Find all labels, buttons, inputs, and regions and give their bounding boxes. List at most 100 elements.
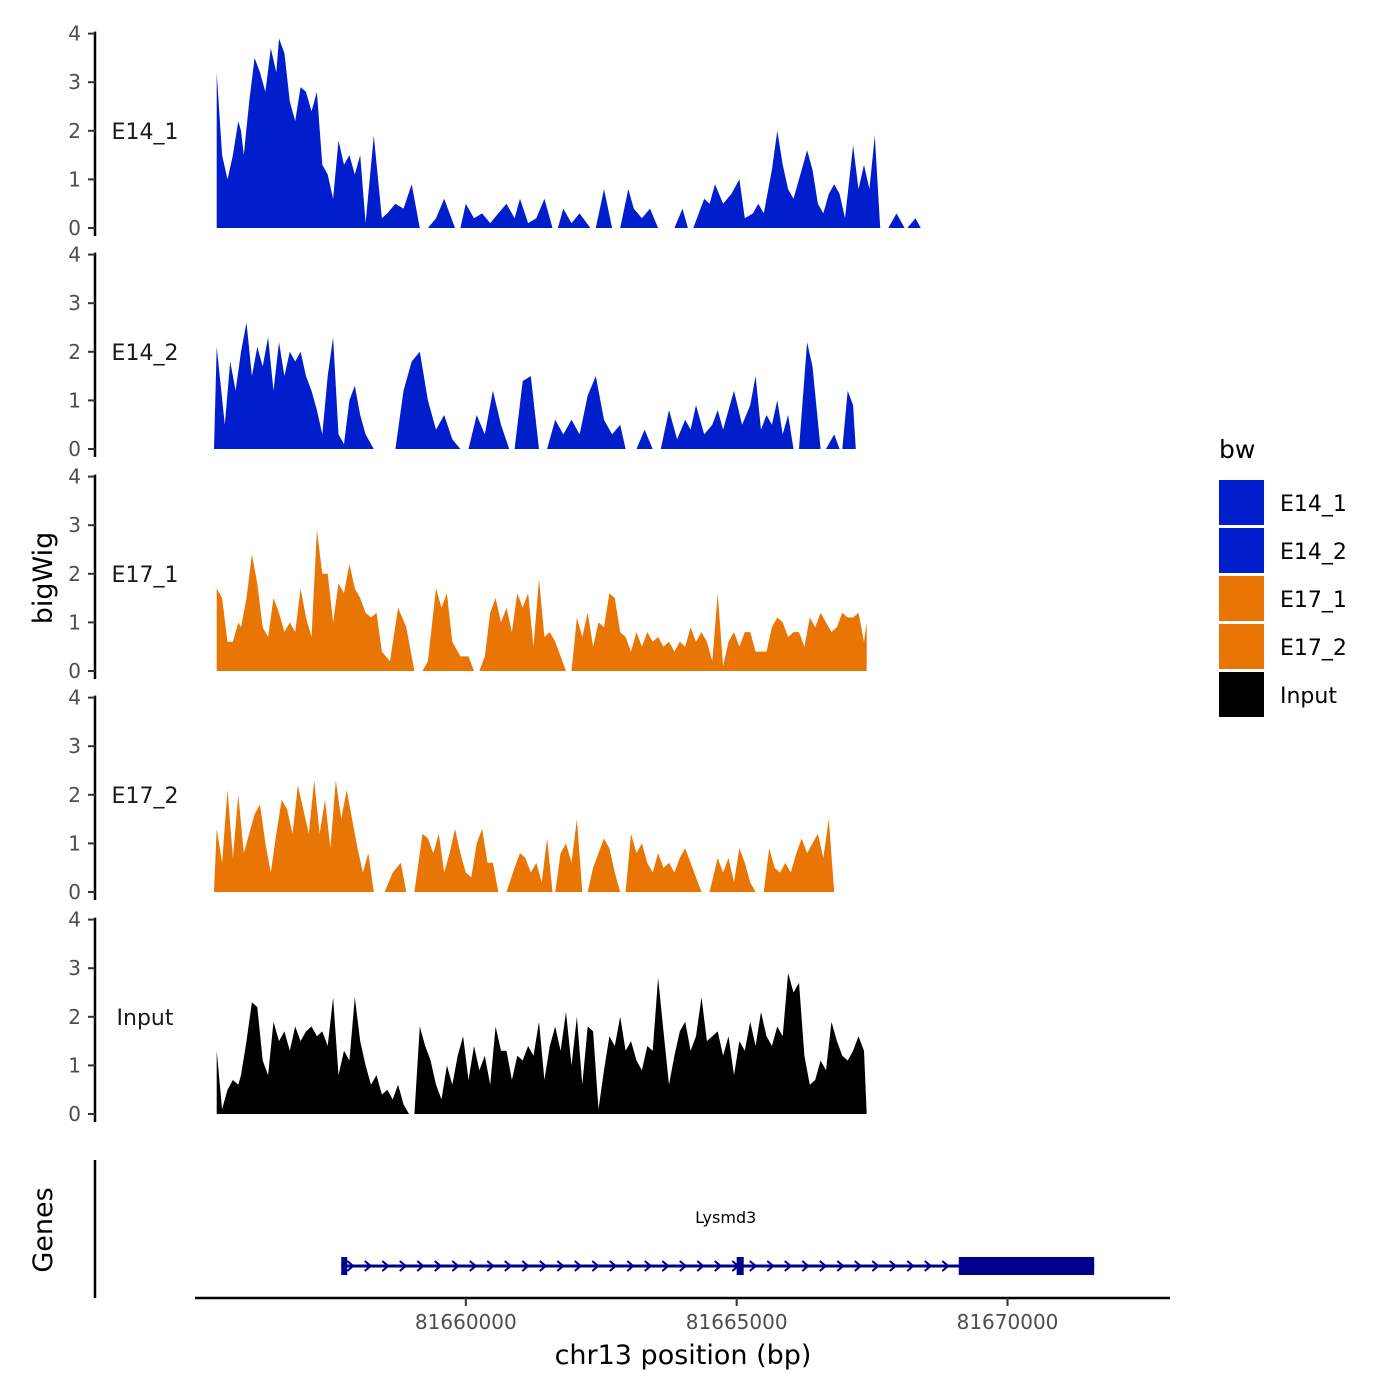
strand-arrow-icon bbox=[504, 1260, 513, 1272]
strand-arrow-icon bbox=[714, 1260, 723, 1272]
strand-arrow-icon bbox=[609, 1260, 618, 1272]
strand-arrow-icon bbox=[521, 1260, 530, 1272]
legend-label-E14_1: E14_1 bbox=[1280, 492, 1347, 517]
y-tick-label-E14_2-4: 4 bbox=[68, 243, 81, 267]
area-E14_2 bbox=[214, 322, 856, 449]
y-tick-label-Input-2: 2 bbox=[68, 1005, 81, 1029]
strand-arrow-icon bbox=[539, 1260, 548, 1272]
exon-1 bbox=[341, 1257, 348, 1275]
y-tick-label-E14_1-0: 0 bbox=[68, 216, 81, 240]
y-tick-label-E14_1-2: 2 bbox=[68, 119, 81, 143]
y-tick-label-Input-1: 1 bbox=[68, 1053, 81, 1077]
y-tick-label-Input-3: 3 bbox=[68, 956, 81, 980]
strand-arrow-icon bbox=[469, 1260, 478, 1272]
strand-arrow-icon bbox=[889, 1260, 898, 1272]
strand-arrow-icon bbox=[819, 1260, 828, 1272]
strand-arrow-icon bbox=[381, 1260, 390, 1272]
x-axis: 81660000 81665000 81670000 bbox=[195, 1296, 1170, 1334]
y-tick-label-E17_1-0: 0 bbox=[68, 659, 81, 683]
strand-arrow-icon bbox=[364, 1260, 373, 1272]
legend: bw E14_1 E14_2 E17_1 E17_2 Input bbox=[1219, 435, 1347, 717]
track-E17_1: 0 1 2 3 4 E17_1 bbox=[68, 465, 867, 683]
strand-arrow-icon bbox=[416, 1260, 425, 1272]
gene-Lysmd3: Lysmd3 bbox=[341, 1208, 1095, 1275]
x-tick-label-81665000: 81665000 bbox=[686, 1310, 788, 1334]
strand-arrow-icon bbox=[906, 1260, 915, 1272]
strand-arrow-icon bbox=[924, 1260, 933, 1272]
track-label-E14_2: E14_2 bbox=[112, 341, 179, 366]
legend-label-E17_2: E17_2 bbox=[1280, 636, 1347, 661]
y-tick-label-Input-4: 4 bbox=[68, 908, 81, 932]
y-tick-label-E14_2-2: 2 bbox=[68, 340, 81, 364]
y-tick-label-E17_1-4: 4 bbox=[68, 465, 81, 489]
y-tick-label-E14_2-3: 3 bbox=[68, 291, 81, 315]
y-axis-title: bigWig bbox=[28, 532, 59, 625]
area-E14_1 bbox=[216, 38, 921, 228]
strand-arrow-icon bbox=[626, 1260, 635, 1272]
track-E14_1: 0 1 2 3 4 E14_1 bbox=[68, 22, 921, 240]
y-tick-label-E14_1-1: 1 bbox=[68, 167, 81, 191]
y-tick-label-E14_2-1: 1 bbox=[68, 388, 81, 412]
track-label-E14_1: E14_1 bbox=[112, 120, 179, 145]
y-tick-label-E17_1-3: 3 bbox=[68, 513, 81, 537]
y-tick-label-E14_1-4: 4 bbox=[68, 22, 81, 46]
x-axis-title: chr13 position (bp) bbox=[555, 1340, 812, 1371]
genes-axis-title: Genes bbox=[28, 1187, 59, 1272]
legend-label-E17_1: E17_1 bbox=[1280, 588, 1347, 613]
legend-swatch-E17_1 bbox=[1219, 576, 1264, 621]
y-tick-label-E17_1-2: 2 bbox=[68, 562, 81, 586]
y-tick-label-E17_2-1: 1 bbox=[68, 831, 81, 855]
y-tick-label-E14_1-3: 3 bbox=[68, 70, 81, 94]
exon-3 bbox=[958, 1257, 1095, 1275]
strand-arrow-icon bbox=[696, 1260, 705, 1272]
strand-arrow-icon bbox=[644, 1260, 653, 1272]
legend-swatch-E17_2 bbox=[1219, 624, 1264, 669]
track-E17_2: 0 1 2 3 4 E17_2 bbox=[68, 686, 835, 904]
strand-arrow-icon bbox=[434, 1260, 443, 1272]
strand-arrow-icon bbox=[399, 1260, 408, 1272]
strand-arrow-icon bbox=[556, 1260, 565, 1272]
legend-label-E14_2: E14_2 bbox=[1280, 540, 1347, 565]
legend-swatch-E14_1 bbox=[1219, 480, 1264, 525]
gene-panel: Lysmd3 bbox=[93, 1160, 1095, 1298]
strand-arrow-icon bbox=[784, 1260, 793, 1272]
legend-title: bw bbox=[1219, 435, 1255, 464]
legend-swatch-E14_2 bbox=[1219, 528, 1264, 573]
track-label-E17_2: E17_2 bbox=[112, 784, 179, 809]
y-tick-label-E17_2-0: 0 bbox=[68, 880, 81, 904]
legend-swatch-Input bbox=[1219, 672, 1264, 717]
area-E17_1 bbox=[216, 530, 867, 671]
strand-arrow-icon bbox=[801, 1260, 810, 1272]
strand-arrow-icon bbox=[574, 1260, 583, 1272]
strand-arrow-icon bbox=[941, 1260, 950, 1272]
area-E17_2 bbox=[214, 780, 835, 892]
y-tick-label-E17_2-4: 4 bbox=[68, 686, 81, 710]
x-tick-label-81670000: 81670000 bbox=[957, 1310, 1059, 1334]
y-tick-label-E17_1-1: 1 bbox=[68, 610, 81, 634]
strand-arrow-icon bbox=[854, 1260, 863, 1272]
strand-arrow-icon bbox=[451, 1260, 460, 1272]
strand-arrow-icon bbox=[836, 1260, 845, 1272]
area-Input bbox=[216, 973, 867, 1114]
strand-arrow-icon bbox=[871, 1260, 880, 1272]
track-E14_2: 0 1 2 3 4 E14_2 bbox=[68, 243, 856, 461]
strand-arrow-icon bbox=[661, 1260, 670, 1272]
bigwig-tracks: 0 1 2 3 4 E14_1 0 1 2 3 4 E14_2 0 1 2 3 4 E17_1 0 1 2 3 4 E17_2… bbox=[68, 22, 921, 1126]
strand-arrow-icon bbox=[766, 1260, 775, 1272]
strand-arrow-icon bbox=[679, 1260, 688, 1272]
y-tick-label-Input-0: 0 bbox=[68, 1102, 81, 1126]
gene-label-Lysmd3: Lysmd3 bbox=[695, 1208, 756, 1227]
x-tick-label-81660000: 81660000 bbox=[415, 1310, 517, 1334]
strand-arrow-icon bbox=[749, 1260, 758, 1272]
legend-label-Input: Input bbox=[1280, 684, 1337, 709]
track-label-E17_1: E17_1 bbox=[112, 563, 179, 588]
y-tick-label-E14_2-0: 0 bbox=[68, 437, 81, 461]
y-tick-label-E17_2-2: 2 bbox=[68, 783, 81, 807]
y-tick-label-E17_2-3: 3 bbox=[68, 734, 81, 758]
track-Input: 0 1 2 3 4 Input bbox=[68, 908, 867, 1126]
track-label-Input: Input bbox=[117, 1006, 174, 1031]
strand-arrow-icon bbox=[591, 1260, 600, 1272]
exon-2 bbox=[736, 1257, 744, 1275]
strand-arrow-icon bbox=[486, 1260, 495, 1272]
